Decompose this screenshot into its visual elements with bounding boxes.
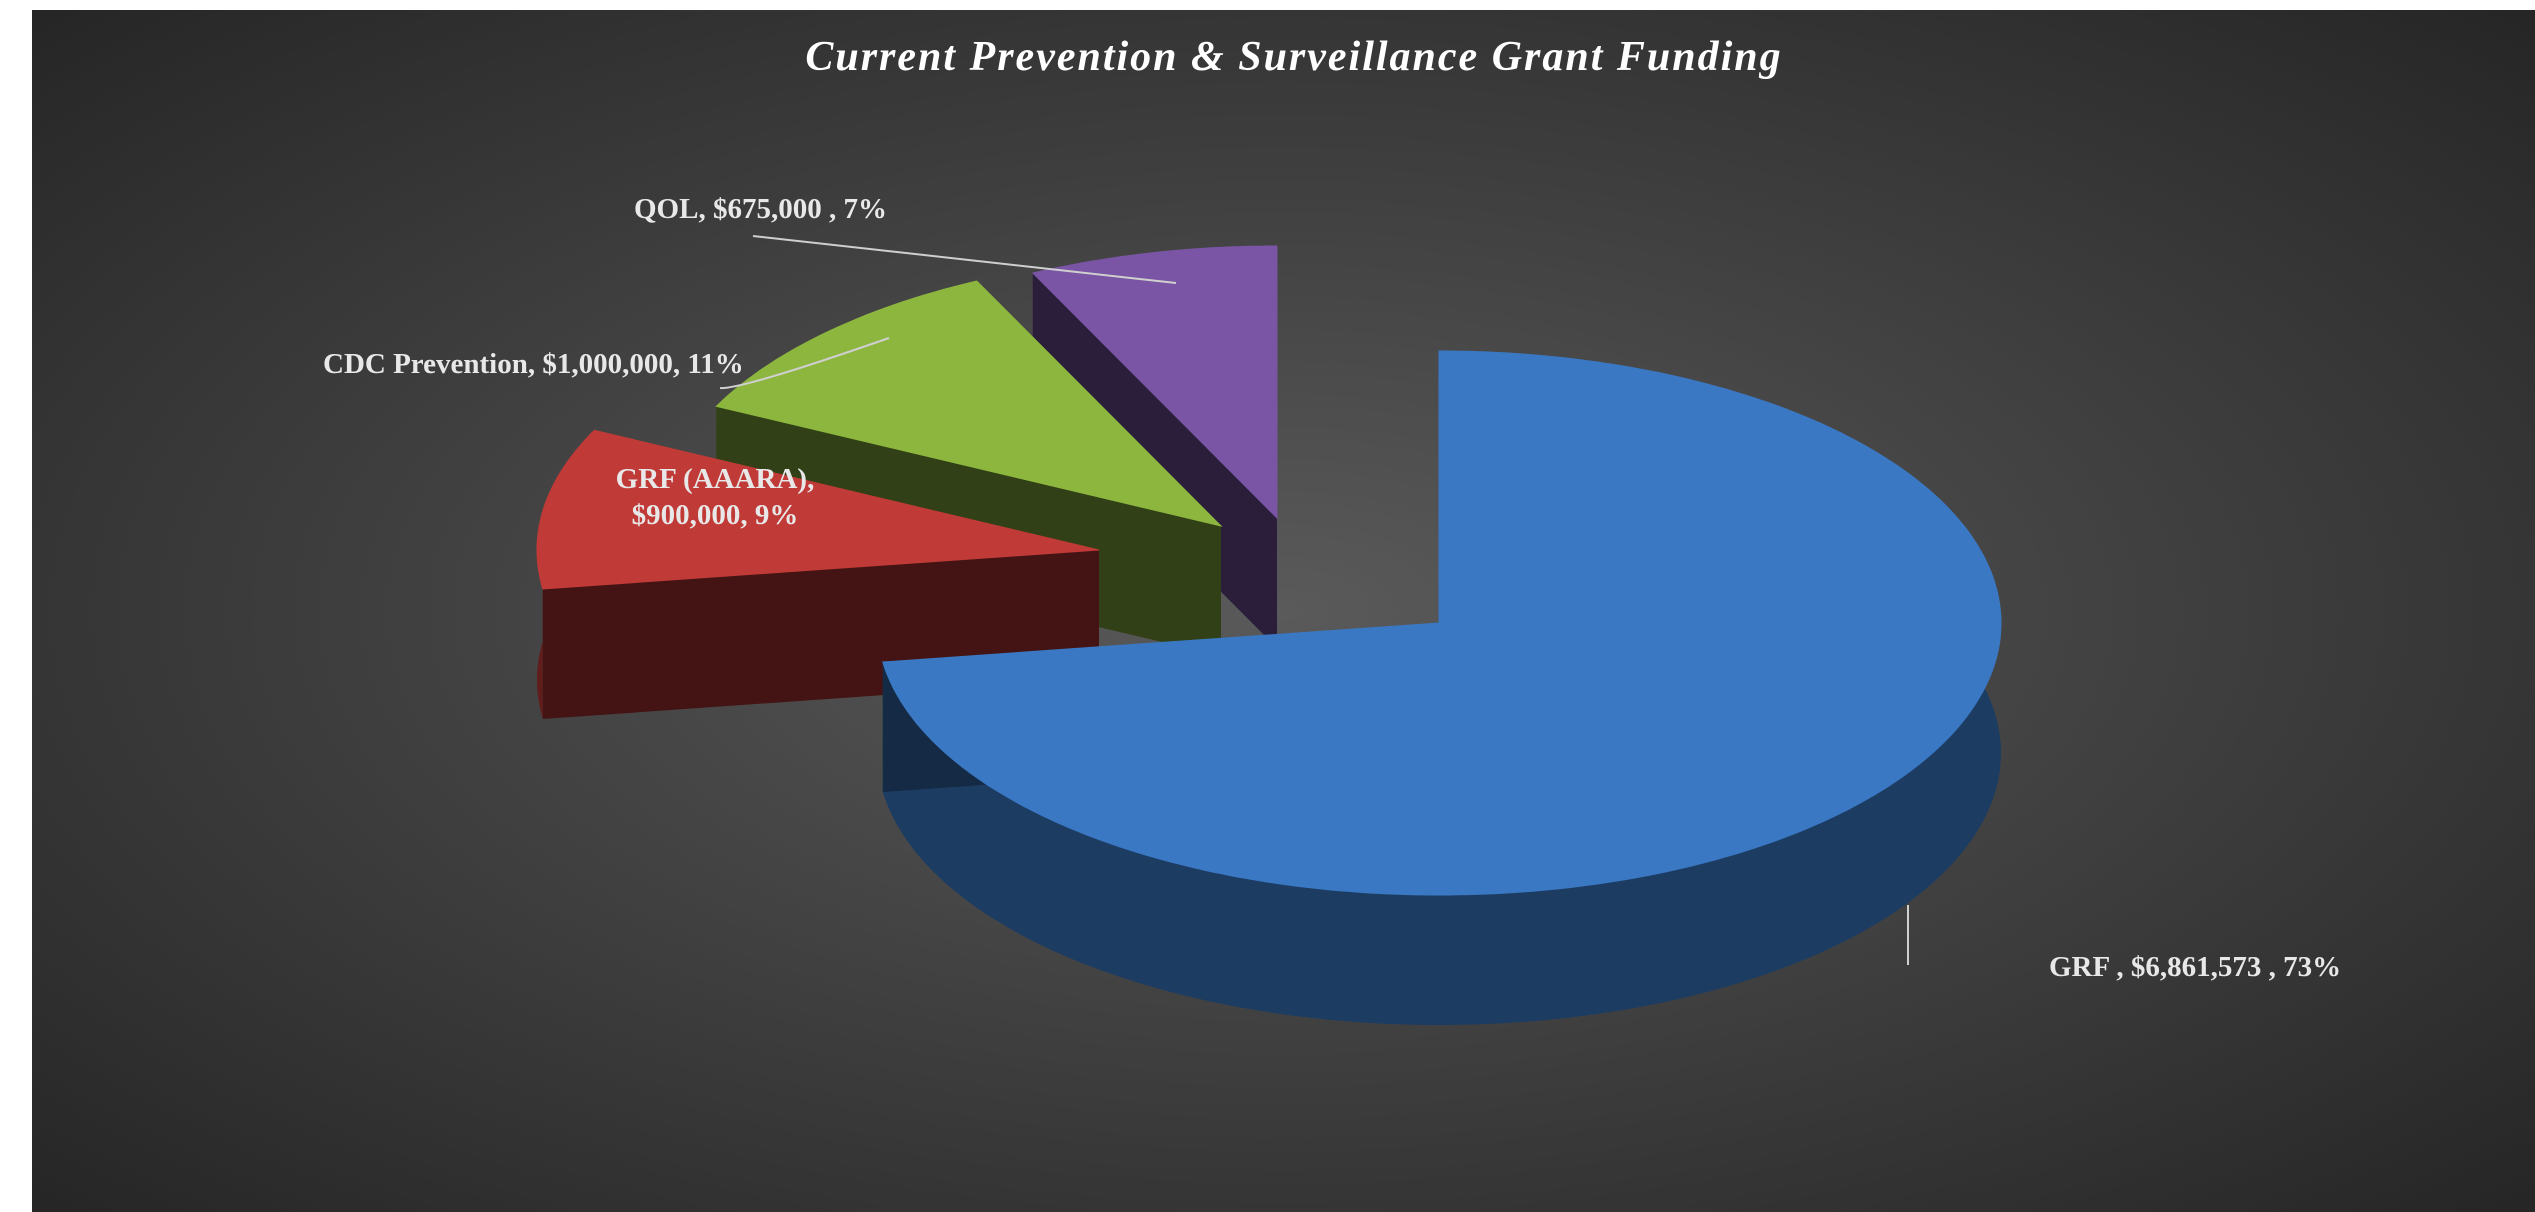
slice xyxy=(882,350,2002,896)
pie xyxy=(536,245,2002,1025)
chart-background xyxy=(32,10,2535,1212)
leader-line xyxy=(719,337,890,390)
leader-line xyxy=(752,235,1177,284)
data-label: GRF (AAARA), $900,000, 9% xyxy=(615,463,815,531)
slice xyxy=(1031,245,1278,520)
data-label: GRF , $6,861,573 , 73% xyxy=(2049,951,2342,983)
slice xyxy=(536,429,1100,590)
chart-title: Current Prevention & Surveillance Grant … xyxy=(805,34,1782,80)
data-label: CDC Prevention, $1,000,000, 11% xyxy=(323,348,744,380)
leader-lines xyxy=(719,235,1909,965)
data-label: QOL, $675,000 , 7% xyxy=(634,193,887,225)
slice xyxy=(715,280,1223,527)
